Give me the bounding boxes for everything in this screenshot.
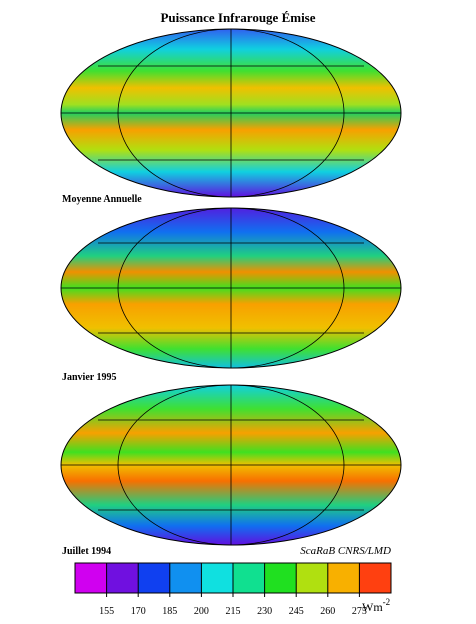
credit: ScaRaB CNRS/LMD bbox=[300, 545, 391, 557]
colorbar-segment bbox=[327, 563, 360, 593]
colorbar-segment bbox=[233, 563, 266, 593]
colorbar-segment bbox=[106, 563, 139, 593]
colorbar-segment bbox=[359, 563, 392, 593]
colorbar-tick-label: 200 bbox=[194, 606, 209, 617]
colorbar-segment bbox=[138, 563, 171, 593]
colorbar-segment bbox=[264, 563, 297, 593]
unit-exponent: -2 bbox=[383, 597, 391, 607]
colorbar-segment bbox=[296, 563, 329, 593]
colorbar-segment bbox=[75, 563, 108, 593]
colorbar-tick-label: 170 bbox=[131, 606, 146, 617]
panel-label: Juillet 1994 bbox=[62, 546, 111, 557]
colorbar-tick-label: 215 bbox=[226, 606, 241, 617]
panel-label: Janvier 1995 bbox=[62, 372, 117, 383]
colorbar-tick-label: 155 bbox=[99, 606, 114, 617]
map-july bbox=[60, 384, 402, 546]
panel-label: Moyenne Annuelle bbox=[62, 194, 142, 205]
unit-text: Wm bbox=[362, 600, 383, 614]
colorbar-tick-label: 260 bbox=[320, 606, 335, 617]
title: Puissance Infrarouge Émise bbox=[160, 10, 315, 25]
colorbar: 155 170 185 200 215 230 245 260 275 bbox=[74, 562, 392, 617]
colorbar-segment bbox=[201, 563, 234, 593]
map-january bbox=[60, 207, 402, 369]
colorbar-tick-label: 245 bbox=[289, 606, 304, 617]
colorbar-tick-label: 275 bbox=[352, 606, 367, 617]
colorbar-unit: Wm-2 bbox=[362, 597, 390, 614]
colorbar-tick-label: 230 bbox=[257, 606, 272, 617]
map-annual bbox=[60, 28, 402, 198]
colorbar-tick-label: 185 bbox=[162, 606, 177, 617]
colorbar-segment bbox=[169, 563, 202, 593]
